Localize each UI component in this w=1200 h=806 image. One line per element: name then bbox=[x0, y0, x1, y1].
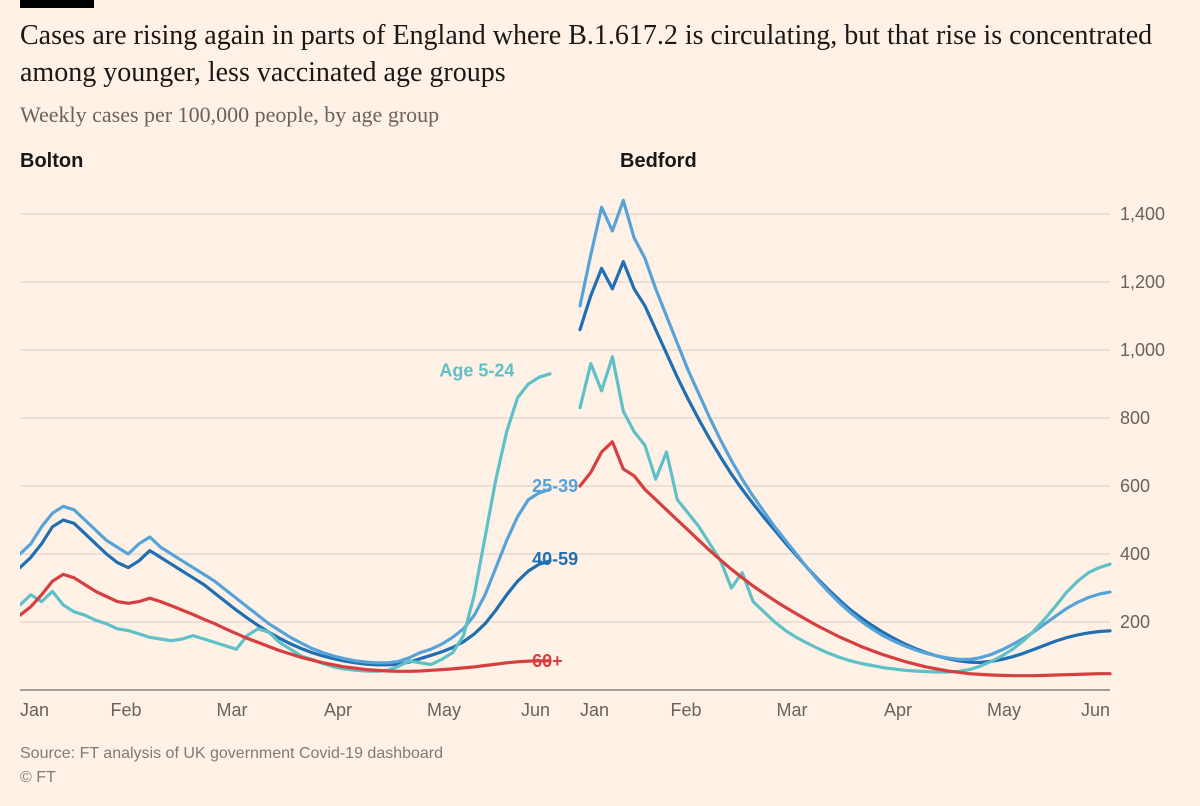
chart-footer: Source: FT analysis of UK government Cov… bbox=[20, 742, 443, 790]
svg-text:Mar: Mar bbox=[217, 700, 248, 720]
source-line: Source: FT analysis of UK government Cov… bbox=[20, 742, 443, 766]
series-age_5_24 bbox=[580, 357, 1110, 672]
svg-text:Jan: Jan bbox=[580, 700, 609, 720]
copyright-line: © FT bbox=[20, 766, 443, 790]
svg-text:1,200: 1,200 bbox=[1120, 272, 1165, 292]
series-age_25_39 bbox=[580, 200, 1110, 659]
svg-text:600: 600 bbox=[1120, 476, 1150, 496]
panel-label-bolton: Bolton bbox=[20, 150, 83, 173]
svg-text:Feb: Feb bbox=[670, 700, 701, 720]
svg-text:1,400: 1,400 bbox=[1120, 204, 1165, 224]
svg-text:May: May bbox=[427, 700, 461, 720]
svg-text:May: May bbox=[987, 700, 1021, 720]
series-label-age_25_39: 25-39 bbox=[532, 476, 578, 496]
series-label-age_60p: 60+ bbox=[532, 651, 563, 671]
svg-text:200: 200 bbox=[1120, 612, 1150, 632]
svg-text:800: 800 bbox=[1120, 408, 1150, 428]
svg-text:Jun: Jun bbox=[521, 700, 550, 720]
chart-canvas: 200 400 600 800 1,000 1,200 1,400 Jan Feb Mar Apr M… bbox=[20, 180, 1180, 740]
chart-title: Cases are rising again in parts of Engla… bbox=[20, 18, 1180, 92]
panel-label-bedford: Bedford bbox=[620, 150, 697, 173]
svg-text:Feb: Feb bbox=[110, 700, 141, 720]
svg-text:Jun: Jun bbox=[1081, 700, 1110, 720]
svg-text:Apr: Apr bbox=[324, 700, 352, 720]
series-age_60p bbox=[580, 442, 1110, 676]
svg-text:Jan: Jan bbox=[20, 700, 49, 720]
ft-brand-bar bbox=[20, 0, 94, 8]
svg-text:1,000: 1,000 bbox=[1120, 340, 1165, 360]
svg-text:Apr: Apr bbox=[884, 700, 912, 720]
series-label-age_5_24: Age 5-24 bbox=[439, 360, 514, 380]
chart-subtitle: Weekly cases per 100,000 people, by age … bbox=[20, 102, 439, 128]
svg-text:Mar: Mar bbox=[777, 700, 808, 720]
series-label-age_40_59: 40-59 bbox=[532, 549, 578, 569]
svg-text:400: 400 bbox=[1120, 544, 1150, 564]
series-age_40_59 bbox=[580, 262, 1110, 663]
